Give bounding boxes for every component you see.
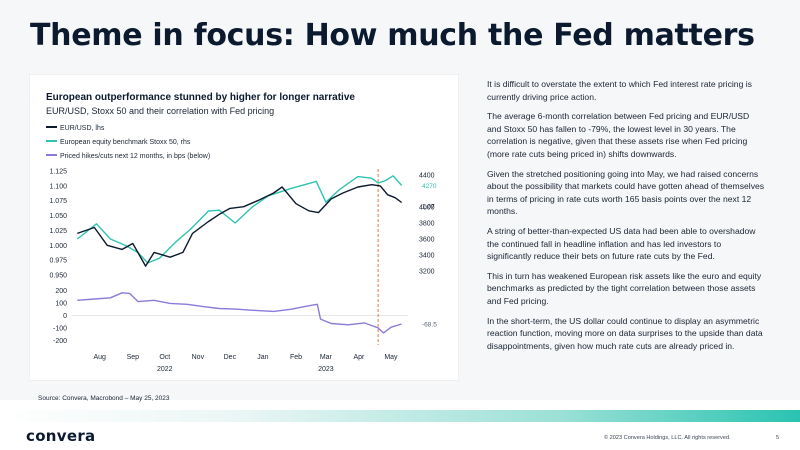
x-axis-ticks: Aug Sep Oct Nov Dec Jan Feb Mar Apr May 2022 2023: [93, 354, 398, 373]
left-tick-label: 1.125: [49, 169, 67, 176]
bottom-tick-label: 0: [63, 313, 67, 320]
page-number: 5: [776, 435, 780, 441]
legend: EUR/USD, lhs European equity benchmark S…: [46, 125, 210, 160]
left-tick-label: 1.075: [49, 198, 67, 205]
source-note: Source: Convera, Macrobond – May 25, 202…: [38, 395, 170, 402]
paragraph: In the short-term, the US dollar could c…: [487, 315, 763, 351]
legend-label-eurusd: EUR/USD, lhs: [60, 125, 105, 132]
copyright-text: © 2023 Convera Holdings, LLC. All rights…: [604, 435, 731, 441]
left-tick-label: 1.000: [49, 243, 67, 250]
chart-svg: European outperformance stunned by highe…: [46, 92, 437, 373]
convera-logo: convera: [26, 427, 95, 445]
x-year-label: 2023: [318, 366, 334, 373]
left-tick-label: 1.025: [49, 228, 67, 235]
right-tick-label: 4400: [419, 173, 435, 180]
x-tick-label: Apr: [353, 354, 365, 361]
bottom-axis-ticks: 200 100 0 -100 -200: [53, 288, 67, 345]
chart-subtitle: EUR/USD, Stoxx 50 and their correlation …: [46, 106, 274, 116]
series-eurusd-line: [77, 184, 403, 267]
commentary: It is difficult to overstate the extent …: [487, 78, 765, 359]
logo-text: convera: [26, 427, 96, 445]
x-tick-label: Sep: [127, 354, 140, 361]
right-tick-label: 3800: [419, 221, 435, 228]
end-label-stoxx: 4270: [422, 183, 437, 190]
legend-label-fed: Priced hikes/cuts next 12 months, in bps…: [60, 153, 210, 160]
paragraph: A string of better-than-expected US data…: [487, 225, 756, 262]
x-tick-label: Nov: [192, 354, 205, 361]
series-layer: [76, 175, 403, 334]
bottom-tick-label: 100: [55, 300, 67, 307]
x-tick-label: May: [384, 354, 398, 361]
x-tick-label: Jan: [257, 354, 268, 361]
right-tick-label: 4000: [419, 205, 435, 212]
left-tick-label: 0.950: [49, 273, 67, 280]
paragraph: It is difficult to overstate the extent …: [487, 79, 752, 102]
footer-gradient-band: [0, 410, 800, 422]
x-tick-label: Feb: [290, 354, 302, 361]
left-tick-label: 1.100: [49, 183, 67, 190]
x-tick-label: Dec: [224, 354, 237, 361]
bottom-tick-label: 200: [55, 288, 67, 295]
right-tick-label: 3400: [419, 253, 435, 260]
bottom-tick-label: -100: [53, 325, 67, 332]
bottom-tick-label: -200: [53, 338, 67, 345]
paragraph: This in turn has weakened European risk …: [487, 270, 762, 306]
chart-title: European outperformance stunned by highe…: [46, 92, 355, 103]
paragraph: Given the stretched positioning going in…: [487, 168, 765, 217]
end-label-eurusd: 1.07: [422, 203, 435, 210]
legend-label-stoxx: European equity benchmark Stoxx 50, rhs: [60, 139, 191, 146]
x-tick-label: Oct: [159, 354, 170, 361]
end-label-fed: -68.5: [422, 321, 437, 328]
chart-card: European outperformance stunned by highe…: [30, 75, 458, 380]
left-tick-label: 0.975: [49, 258, 67, 265]
series-stoxx-line: [76, 175, 403, 264]
footer: [0, 422, 800, 450]
x-tick-label: Mar: [320, 354, 333, 361]
paragraph: The average 6-month correlation between …: [487, 111, 750, 159]
left-tick-label: 1.050: [49, 213, 67, 220]
left-axis-ticks: 1.125 1.100 1.075 1.050 1.025 1.000 0.975 0.950: [49, 169, 67, 280]
right-tick-label: 3600: [419, 237, 435, 244]
series-fed-line: [77, 292, 402, 334]
x-tick-label: Aug: [93, 354, 106, 361]
right-axis-ticks: 4400 4000 3800 3600 3400 3200: [419, 173, 435, 276]
right-tick-label: 3200: [419, 269, 435, 276]
x-year-label: 2022: [157, 366, 173, 373]
slide-title: Theme in focus: How much the Fed matters: [30, 18, 755, 53]
end-labels: 4270 1.07 -68.5: [422, 183, 437, 329]
